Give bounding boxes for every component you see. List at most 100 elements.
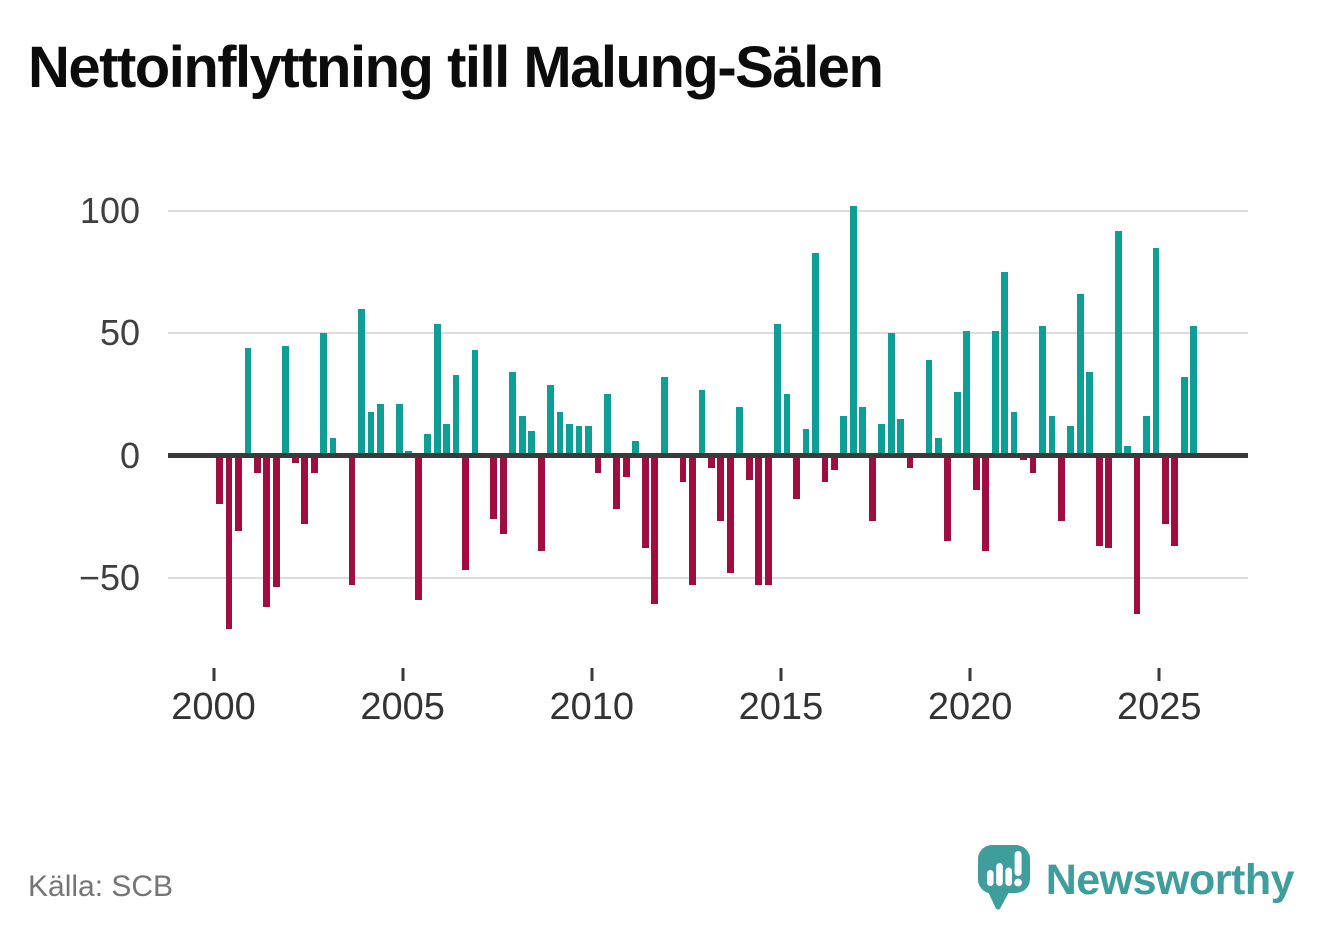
bar xyxy=(1124,445,1131,456)
bar xyxy=(755,455,763,585)
bar xyxy=(263,455,271,607)
bar xyxy=(632,440,640,456)
y-axis-tick-label: 100 xyxy=(79,190,140,232)
bar xyxy=(1067,426,1075,456)
bar xyxy=(840,416,848,456)
bar xyxy=(717,455,725,522)
bar xyxy=(348,455,356,585)
bar xyxy=(528,431,536,456)
bar xyxy=(878,423,886,456)
bar xyxy=(1152,247,1160,456)
bar xyxy=(1010,411,1018,456)
bar xyxy=(462,455,469,571)
bar xyxy=(575,426,583,456)
bar xyxy=(537,455,545,551)
bar xyxy=(736,406,744,456)
bar xyxy=(641,455,649,549)
bar xyxy=(291,455,299,463)
bar xyxy=(585,426,592,456)
bar xyxy=(1086,372,1094,456)
x-axis-tick xyxy=(590,668,594,681)
bar xyxy=(1162,455,1169,524)
bar xyxy=(944,455,952,541)
bar xyxy=(897,418,904,456)
bar xyxy=(320,333,328,456)
bar xyxy=(953,392,961,456)
x-axis-tick-label: 2005 xyxy=(360,686,445,728)
bar xyxy=(783,394,791,456)
x-axis-tick-label: 2025 xyxy=(1116,686,1202,728)
bar xyxy=(367,411,375,456)
y-axis-tick-label: 0 xyxy=(119,434,140,476)
bar xyxy=(651,455,659,605)
y-axis-tick-label: −50 xyxy=(78,556,140,598)
bar xyxy=(235,455,242,532)
zero-axis-line xyxy=(168,453,1248,458)
bar xyxy=(1048,416,1056,456)
bar xyxy=(244,348,252,456)
bar xyxy=(556,411,564,456)
bar xyxy=(603,394,611,456)
x-axis-tick-label: 2015 xyxy=(738,686,824,728)
bar xyxy=(972,455,980,490)
bar xyxy=(1001,272,1008,456)
bar xyxy=(622,455,630,478)
chart-title: Nettoinflyttning till Malung-Sälen xyxy=(28,35,884,100)
bar xyxy=(547,384,555,456)
bar xyxy=(935,438,942,456)
bar xyxy=(358,308,365,456)
bar xyxy=(452,374,460,456)
x-axis-tick xyxy=(968,668,972,681)
brand-logo: Newsworthy xyxy=(976,843,1295,918)
bar xyxy=(225,455,233,629)
bar xyxy=(1039,326,1046,456)
bar xyxy=(490,455,498,519)
x-axis-tick-label: 2010 xyxy=(549,686,635,728)
bar xyxy=(1114,230,1122,456)
bar xyxy=(774,323,782,456)
bar xyxy=(859,406,867,456)
x-axis-tick xyxy=(1157,668,1161,681)
x-axis-tick xyxy=(212,668,215,681)
bar xyxy=(310,455,318,473)
bar xyxy=(433,323,441,456)
bar xyxy=(1143,416,1150,456)
bar xyxy=(982,455,990,551)
bar xyxy=(443,423,450,456)
x-axis-tick xyxy=(401,668,405,681)
bar xyxy=(868,455,876,522)
bar xyxy=(424,433,432,456)
bar xyxy=(1133,455,1141,615)
bar xyxy=(509,372,517,456)
bar xyxy=(1076,294,1084,456)
bar xyxy=(414,455,422,600)
bar xyxy=(698,389,706,456)
bar xyxy=(830,455,838,471)
bar xyxy=(499,455,507,534)
bar xyxy=(849,206,857,456)
bar xyxy=(660,377,668,456)
bar xyxy=(594,455,602,473)
bar xyxy=(1190,326,1198,456)
bar xyxy=(812,252,819,456)
bar xyxy=(906,455,914,468)
bar xyxy=(254,455,261,473)
bar xyxy=(745,455,753,480)
bar xyxy=(802,428,810,456)
bar xyxy=(613,455,621,510)
bar xyxy=(1029,455,1037,473)
bar xyxy=(991,330,999,456)
bar xyxy=(216,455,223,505)
bar xyxy=(925,360,933,456)
bar xyxy=(1095,455,1103,546)
y-axis-tick-label: 50 xyxy=(99,312,140,354)
bar xyxy=(1057,455,1065,522)
x-axis-tick-label: 2020 xyxy=(927,686,1013,728)
bar xyxy=(1180,377,1188,456)
bar xyxy=(689,455,696,585)
gridline xyxy=(168,332,1248,335)
bar xyxy=(821,455,829,483)
bar xyxy=(963,330,971,456)
x-axis-tick-label: 2000 xyxy=(171,686,256,728)
